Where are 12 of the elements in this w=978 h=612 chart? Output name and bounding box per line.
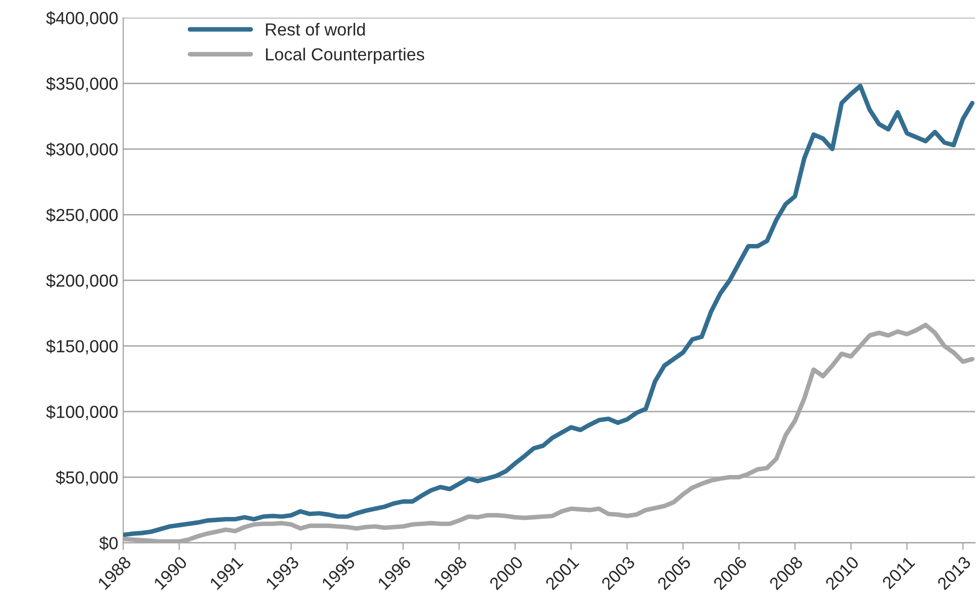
legend-label: Local Counterparties [266,48,424,64]
y-tick-label: $300,000 [46,142,118,158]
y-tick-label: $100,000 [46,405,118,420]
y-tick-label: $150,000 [46,339,118,354]
legend-label: Rest of world [266,22,365,36]
y-tick-label: $250,000 [46,208,118,224]
y-tick-label: $200,000 [46,274,118,289]
y-tick-label: $0 [99,536,118,550]
y-tick-label: $400,000 [46,11,118,26]
line-series [123,84,974,538]
y-tick-label: $350,000 [46,76,118,92]
y-tick-label: $50,000 [56,470,118,486]
